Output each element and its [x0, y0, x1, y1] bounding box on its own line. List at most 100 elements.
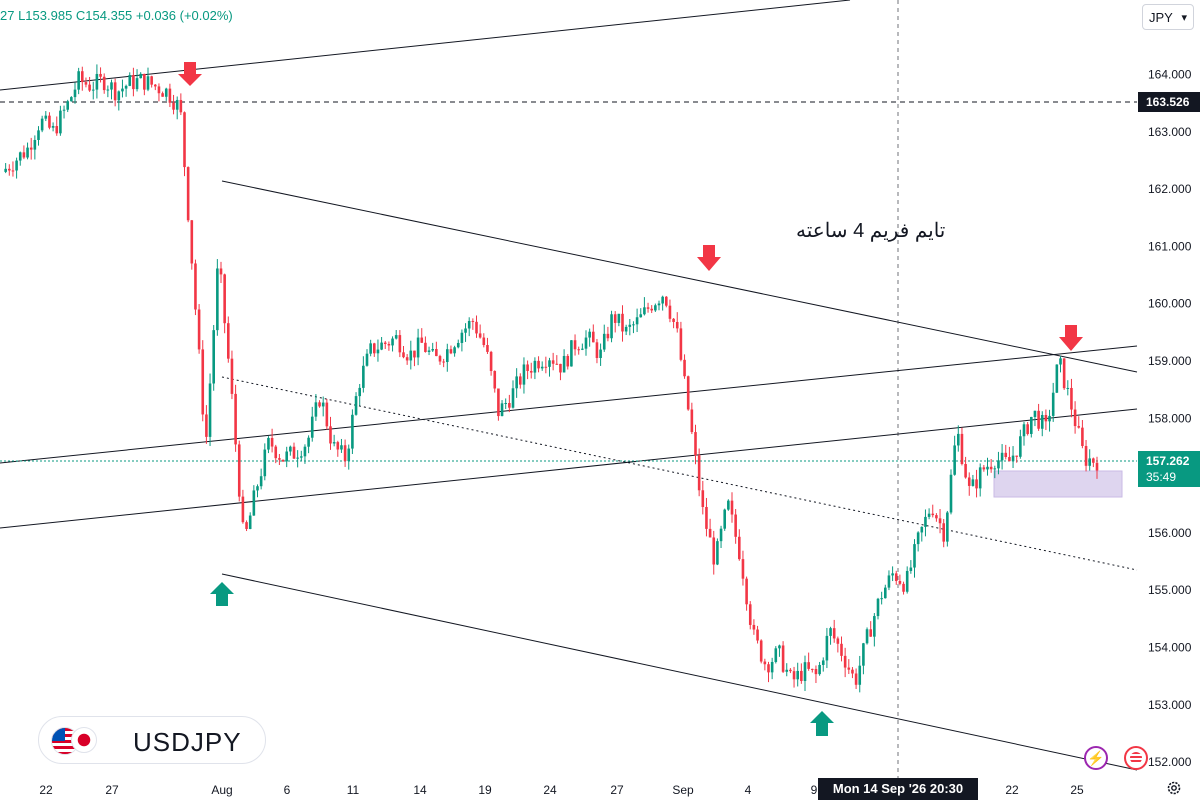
candle-down	[497, 388, 500, 417]
candle-down	[734, 514, 737, 537]
candle-down	[435, 349, 438, 357]
candle-up	[500, 403, 504, 417]
y-tick-label: 164.000	[1148, 68, 1192, 82]
candle-down	[566, 355, 570, 367]
candle-down	[792, 671, 796, 680]
candle-up	[887, 575, 891, 588]
candle-up	[540, 366, 544, 369]
candle-up	[369, 343, 372, 354]
candle-down	[672, 318, 675, 322]
symbol-badge[interactable]: USDJPY	[38, 716, 266, 764]
descending-channel-mid[interactable]	[221, 376, 1138, 571]
candle-up	[135, 78, 139, 90]
x-tick-label: 11	[347, 783, 360, 797]
candle-up	[632, 324, 635, 326]
candle-down	[606, 333, 610, 339]
rising-line-upper[interactable]	[0, 345, 1138, 464]
candle-up	[570, 340, 573, 367]
descending-channel-top[interactable]	[221, 180, 1138, 373]
candle-down	[551, 360, 555, 364]
candle-up	[1048, 415, 1051, 422]
candle-down	[270, 437, 274, 447]
candle-down	[573, 340, 577, 350]
candle-down	[851, 669, 854, 674]
candle-down	[847, 667, 851, 670]
price-axis[interactable]: 152.000153.000154.000155.000156.000157.0…	[1148, 68, 1192, 770]
candle-up	[858, 665, 862, 685]
candle-down	[234, 393, 237, 445]
candle-up	[891, 573, 894, 576]
candle-down	[11, 170, 15, 172]
candle-up	[727, 500, 730, 510]
candle-up	[953, 445, 956, 475]
settings-icon[interactable]	[1166, 780, 1182, 796]
timeframe-annotation[interactable]: تایم فریم 4 ساعته	[796, 220, 946, 242]
candle-up	[635, 317, 639, 325]
candle-down	[745, 578, 748, 605]
candle-down	[1092, 458, 1095, 463]
candle-down	[894, 573, 898, 582]
rising-line-lower[interactable]	[0, 408, 1138, 529]
candle-up	[460, 332, 464, 343]
descending-channel-bottom[interactable]	[221, 573, 1138, 771]
candle-up	[610, 314, 613, 339]
candle-up	[865, 629, 869, 644]
candle-down	[595, 342, 599, 358]
candle-down	[701, 490, 705, 507]
candle-down	[679, 328, 683, 360]
candle-down	[694, 432, 697, 456]
candle-down	[278, 458, 281, 460]
candle-down	[183, 112, 186, 168]
candle-down	[8, 168, 11, 171]
candle-down	[230, 358, 234, 394]
candle-down	[690, 409, 694, 433]
candle-up	[464, 328, 467, 333]
candle-up	[920, 526, 924, 533]
candle-down	[292, 446, 296, 459]
candle-up	[362, 365, 365, 388]
bolt-icon[interactable]: ⚡	[1084, 746, 1108, 770]
candle-up	[1019, 436, 1022, 457]
candle-down	[902, 583, 905, 592]
candle-down	[172, 102, 175, 110]
time-axis[interactable]: 22 27 Aug 6 11 14 19 24 27 Sep 4 9 22 25	[39, 783, 1084, 797]
candle-down	[1026, 424, 1029, 434]
candle-up	[106, 89, 110, 91]
candle-down	[989, 466, 993, 470]
support-zone[interactable]	[993, 470, 1123, 498]
candle-down	[245, 522, 248, 529]
news-flag-icon[interactable]	[1124, 746, 1148, 770]
candle-down	[486, 345, 489, 352]
candle-up	[661, 296, 664, 304]
candle-down	[544, 366, 548, 368]
candle-down	[1073, 409, 1077, 427]
candle-down	[759, 640, 763, 662]
candle-down	[741, 559, 745, 579]
candle-up	[624, 326, 628, 332]
candle-down	[478, 333, 482, 338]
candle-down	[223, 274, 226, 324]
candle-up	[256, 486, 259, 491]
candle-up	[467, 320, 471, 329]
currency-selector[interactable]: JPY ▾	[1142, 4, 1194, 30]
candle-up	[1011, 455, 1015, 462]
symbol-name: USDJPY	[133, 727, 242, 757]
candle-down	[789, 669, 792, 672]
candle-up	[873, 616, 876, 637]
candle-up	[986, 466, 989, 470]
candle-up	[909, 567, 913, 571]
candle-down	[577, 349, 580, 351]
candle-up	[533, 360, 537, 373]
candle-down	[88, 84, 91, 91]
candle-up	[628, 324, 632, 327]
candle-down	[931, 513, 935, 516]
candle-up	[59, 110, 62, 134]
candle-down	[194, 263, 197, 310]
candle-down	[336, 442, 340, 450]
candle-down	[526, 364, 529, 371]
y-tick-label: 160.000	[1148, 297, 1192, 311]
candle-down	[705, 506, 708, 529]
candle-down	[942, 523, 945, 542]
candle-up	[548, 360, 551, 367]
